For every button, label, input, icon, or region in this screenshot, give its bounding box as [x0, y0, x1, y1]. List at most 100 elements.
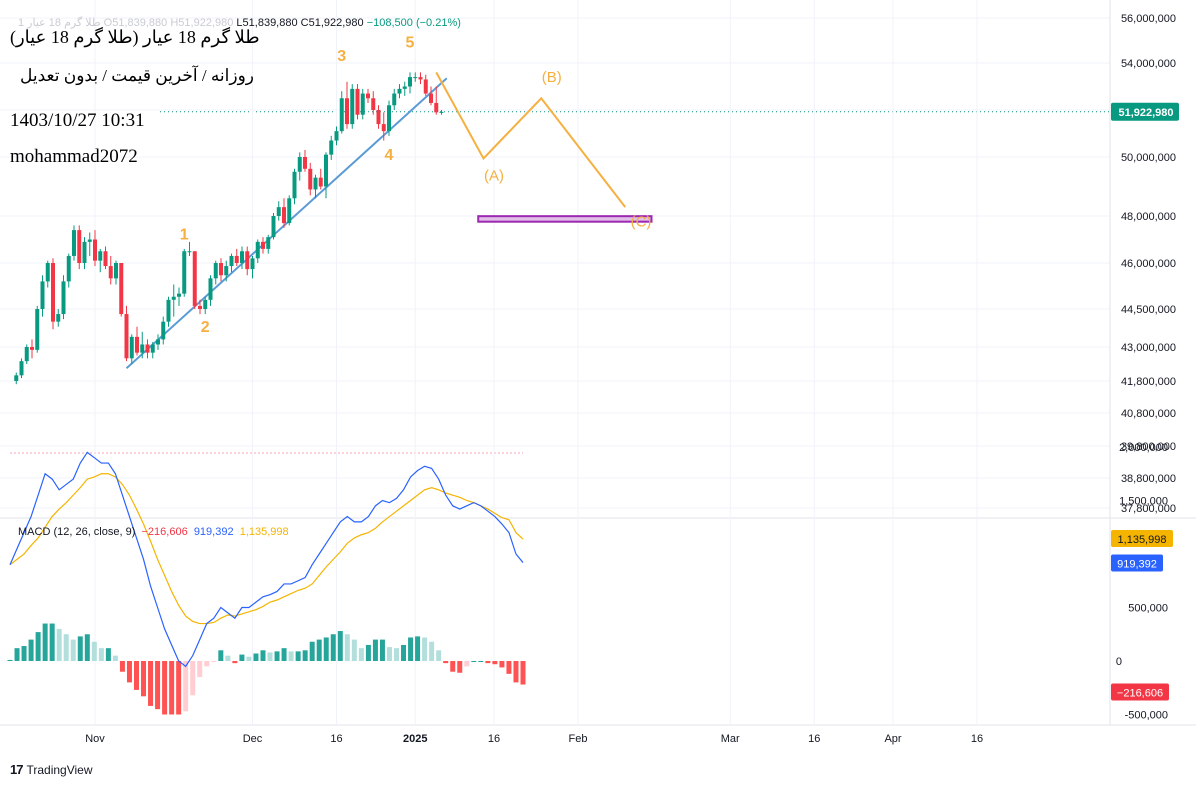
tradingview-logo[interactable]: 17 TradingView: [10, 762, 93, 777]
candle-body: [203, 299, 208, 309]
projection-path[interactable]: [435, 71, 627, 208]
high-value: H51,922,980: [170, 17, 234, 29]
time-tick-label: 16: [330, 733, 342, 745]
macd-histogram-bar: [485, 661, 491, 664]
wave-label-3: 3: [337, 48, 346, 65]
macd-histogram-bar: [218, 650, 224, 661]
macd-histogram-bar: [281, 648, 287, 661]
histogram-value-badge: [1111, 683, 1169, 701]
candle-body: [408, 77, 412, 87]
candle-body: [119, 263, 124, 315]
candle-body: [156, 339, 160, 345]
candle-body: [266, 237, 271, 249]
macd-axis[interactable]: 2,000,000 1,500,000 500,000 0 -500,000 1,135,…: [1111, 442, 1173, 722]
macd-histogram-bar: [84, 634, 90, 661]
candle-body: [140, 344, 145, 353]
macd-histogram-bar: [169, 661, 175, 715]
macd-histogram-bar: [513, 661, 519, 683]
close-value: C51,922,980: [300, 17, 364, 29]
macd-histogram-bar: [162, 661, 168, 715]
candle-body: [72, 230, 76, 256]
macd-histogram-bar: [288, 651, 294, 661]
macd-histogram-bar: [450, 661, 456, 672]
candles: [14, 72, 444, 385]
candle-body: [224, 266, 229, 276]
macd-histogram-bar: [274, 651, 280, 661]
candle-body: [166, 299, 171, 322]
macd-histogram-bar: [436, 650, 442, 661]
uptrend-line: [125, 77, 448, 369]
time-tick-label: 2025: [403, 733, 427, 745]
wave-label-c: (C): [631, 214, 652, 231]
macd-histogram-bar: [330, 634, 336, 661]
last-price-label: 51,922,980: [1118, 107, 1173, 119]
candle-body: [402, 86, 407, 89]
price-tick-label: 43,000,000: [1121, 342, 1176, 354]
price-tick-label: 37,800,000: [1121, 503, 1176, 515]
macd-histogram-bar: [443, 661, 449, 664]
low-value: L51,839,880: [236, 17, 298, 29]
macd-histogram-bar: [35, 632, 41, 661]
candle-body: [124, 314, 129, 359]
macd-histogram-bar: [478, 661, 484, 662]
price-axis[interactable]: 56,000,00054,000,00052,000,00050,000,000…: [1111, 13, 1179, 515]
histogram-value-label: −216,606: [1117, 688, 1163, 700]
candle-body: [334, 131, 339, 141]
macd-histogram-bar: [42, 623, 48, 661]
wave-label-b: (B): [542, 69, 562, 86]
macd-histogram-bar: [77, 636, 83, 661]
candle-body: [51, 263, 55, 322]
macd-histogram-bar: [358, 648, 364, 661]
candle-body: [93, 239, 97, 261]
macd-histogram-bar: [429, 641, 435, 661]
candle-body: [261, 241, 265, 249]
candle-body: [87, 239, 92, 242]
macd-tick-label: -500,000: [1125, 710, 1168, 722]
macd-histogram-bar: [415, 636, 421, 661]
candle-body: [324, 154, 328, 187]
author-annotation: mohammad2072: [10, 146, 138, 167]
signal-value-label: 1,135,998: [1118, 534, 1167, 546]
macd-histogram-bar: [457, 661, 463, 673]
candle-body: [192, 251, 197, 306]
macd-histogram-bar: [197, 661, 203, 678]
candle-body: [171, 296, 176, 300]
candle-body: [413, 77, 418, 79]
macd-histogram-bar: [63, 634, 69, 661]
price-tick-label: 48,000,000: [1121, 211, 1176, 223]
macd-signal-value: 1,135,998: [239, 526, 289, 538]
macd-histogram-bar: [148, 661, 154, 706]
time-axis[interactable]: Nov Dec 16 2025 16 Feb Mar 16 Apr 16: [85, 733, 983, 745]
macd-histogram-bar: [49, 623, 55, 661]
time-tick-label: Mar: [721, 733, 740, 745]
wave-label-4: 4: [385, 147, 394, 164]
candle-body: [61, 281, 66, 315]
macd-histogram-bar: [70, 639, 76, 661]
macd-value-badge: [1111, 554, 1163, 572]
candle-body: [434, 102, 439, 113]
candle-body: [98, 251, 103, 261]
price-grid: [0, 0, 1196, 726]
candle-body: [381, 124, 386, 132]
candle-body: [77, 230, 82, 263]
candle-body: [371, 98, 376, 110]
time-tick-label: Nov: [85, 733, 105, 745]
macd-histogram-bar: [401, 644, 407, 661]
candle-body: [103, 251, 108, 267]
target-zone-box[interactable]: [477, 215, 653, 223]
macd-legend[interactable]: MACD (12, 26, close, 9) −216,606 919,392…: [18, 526, 289, 538]
trendline[interactable]: [125, 77, 448, 369]
tradingview-label: TradingView: [26, 762, 93, 777]
candle-body: [376, 110, 381, 125]
candle-body: [350, 88, 355, 125]
time-tick-label: Feb: [569, 733, 588, 745]
macd-histogram-bar: [464, 661, 470, 667]
ohlc-legend: طلا گرم 18 عیار 1 O51,839,880 H51,922,98…: [18, 16, 461, 29]
macd-histogram-bar: [190, 661, 196, 696]
candle-body: [423, 79, 428, 94]
price-tick-label: 38,800,000: [1121, 473, 1176, 485]
candle-body: [355, 88, 360, 115]
macd-histogram-bar: [316, 639, 322, 661]
macd-line-value: 919,392: [193, 526, 234, 538]
